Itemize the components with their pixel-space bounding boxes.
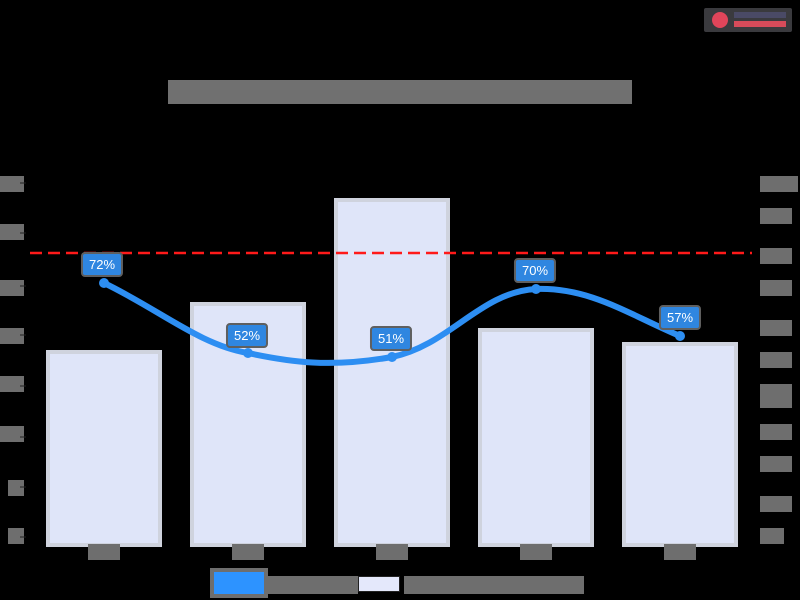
data-label: 57%: [658, 305, 702, 330]
x-axis-labels: [88, 544, 696, 560]
legend-swatch-line[interactable]: [210, 568, 268, 598]
left-axis-labels: [0, 176, 24, 544]
logo-icon: [712, 12, 728, 28]
legend-label-bar[interactable]: [404, 576, 584, 594]
brand-logo: [704, 8, 792, 32]
line-markers: [99, 278, 685, 362]
logo-text-bottom: [734, 21, 786, 27]
data-label: 52%: [225, 323, 269, 348]
legend-swatch-bar[interactable]: [358, 576, 400, 592]
data-label: 70%: [513, 258, 557, 283]
right-axis-labels: [760, 176, 798, 544]
legend-label-line[interactable]: [268, 576, 358, 594]
data-label: 72%: [80, 252, 124, 277]
data-label: 51%: [369, 326, 413, 351]
chart-legend: [208, 568, 584, 598]
chart-title: [168, 80, 632, 104]
logo-text-top: [734, 12, 786, 18]
